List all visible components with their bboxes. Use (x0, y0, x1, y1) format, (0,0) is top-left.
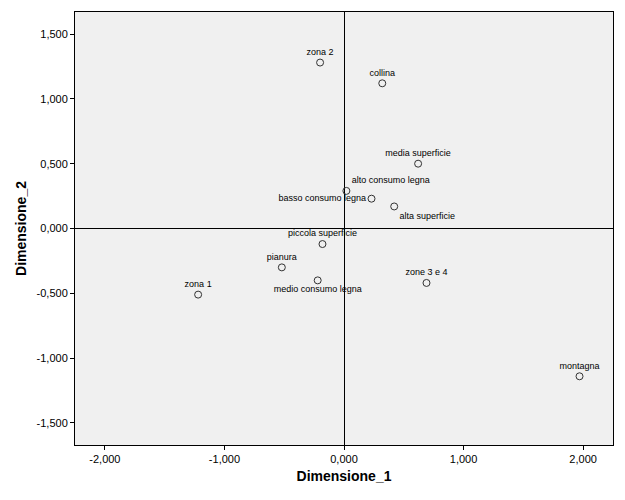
svg-text:-1,500: -1,500 (37, 417, 68, 429)
svg-text:alta superficie: alta superficie (400, 211, 456, 221)
svg-text:collina: collina (370, 68, 396, 78)
svg-text:-0,500: -0,500 (37, 287, 68, 299)
svg-text:1,000: 1,000 (40, 93, 68, 105)
svg-text:zona 2: zona 2 (307, 47, 334, 57)
svg-text:basso consumo legna: basso consumo legna (279, 193, 367, 203)
svg-text:1,000: 1,000 (450, 453, 478, 465)
svg-text:pianura: pianura (267, 252, 297, 262)
svg-text:montagna: montagna (560, 361, 600, 371)
svg-text:alto consumo legna: alto consumo legna (352, 175, 430, 185)
svg-text:2,000: 2,000 (569, 453, 597, 465)
svg-text:medio consumo legna: medio consumo legna (274, 284, 362, 294)
svg-text:-1,000: -1,000 (37, 352, 68, 364)
svg-text:-1,000: -1,000 (209, 453, 240, 465)
svg-text:Dimensione_1: Dimensione_1 (297, 468, 392, 484)
svg-text:zone 3 e 4: zone 3 e 4 (405, 267, 447, 277)
svg-text:Dimensione_2: Dimensione_2 (13, 181, 29, 276)
svg-text:zona 1: zona 1 (185, 279, 212, 289)
svg-text:0,000: 0,000 (40, 222, 68, 234)
svg-text:0,500: 0,500 (40, 158, 68, 170)
svg-text:0,000: 0,000 (330, 453, 358, 465)
svg-text:1,500: 1,500 (40, 28, 68, 40)
svg-text:media superficie: media superficie (385, 148, 451, 158)
svg-text:piccola superficie: piccola superficie (288, 228, 357, 238)
svg-text:-2,000: -2,000 (89, 453, 120, 465)
